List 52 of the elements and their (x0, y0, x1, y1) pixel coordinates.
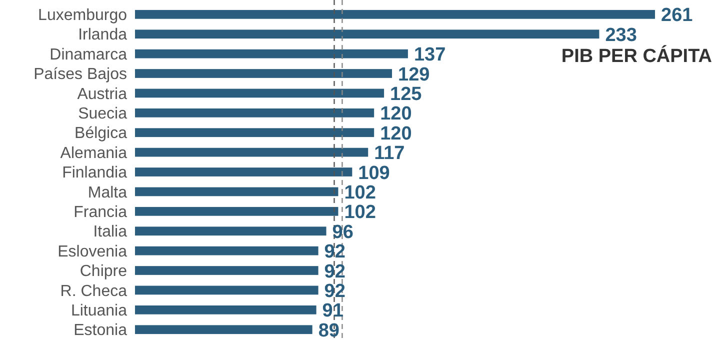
bar (135, 187, 338, 196)
bar (135, 286, 318, 295)
bar (135, 30, 600, 39)
y-tick-label: Bélgica (74, 125, 128, 142)
y-tick-label: Francia (74, 204, 128, 221)
bar (135, 266, 318, 275)
data-label: 92 (324, 261, 346, 282)
bar (135, 168, 352, 176)
y-tick-label: Estonia (74, 322, 128, 340)
y-tick-label: Eslovenia (58, 243, 128, 260)
data-label: 120 (380, 104, 412, 125)
data-label: 233 (605, 24, 637, 46)
data-label: 92 (324, 281, 346, 302)
y-tick-label: Luxemburgo (38, 7, 128, 24)
bar (135, 88, 384, 98)
y-tick-label: Chipre (80, 263, 128, 280)
text: PIB PER CÁPITA (561, 45, 712, 67)
y-tick-label: R. Checa (60, 282, 128, 300)
bar (135, 226, 326, 236)
data-label: 261 (661, 5, 694, 26)
data-label: 137 (414, 44, 446, 66)
data-label: 109 (358, 162, 390, 184)
y-tick-label: Alemania (60, 144, 128, 162)
data-label: 92 (324, 242, 346, 263)
bar (135, 10, 655, 19)
y-tick-label: Austria (77, 86, 128, 103)
bar (135, 69, 392, 78)
bar (135, 128, 374, 138)
y-tick-label: Lituania (70, 302, 128, 320)
data-label: 102 (344, 202, 376, 224)
bar (135, 206, 338, 216)
y-tick-label: Suecia (78, 106, 128, 122)
data-label: 89 (318, 320, 340, 340)
y-tick-label: Países Bajos (34, 66, 127, 84)
y-tick-label: Irlanda (78, 26, 128, 44)
data-label: 91 (322, 300, 344, 322)
data-label: 125 (390, 84, 422, 106)
bar (135, 148, 368, 157)
bar (135, 305, 316, 314)
data-label: 117 (374, 143, 405, 164)
bar (135, 49, 408, 58)
bar (135, 246, 318, 256)
bar (135, 325, 312, 334)
y-tick-label: Finlandia (62, 164, 128, 182)
y-tick-label: Malta (88, 184, 128, 202)
y-tick-label: Italia (93, 224, 128, 241)
data-label: 102 (344, 182, 376, 204)
bar (135, 108, 374, 118)
y-tick-label: Dinamarca (50, 46, 128, 64)
data-label: 129 (398, 64, 430, 86)
data-label: 120 (380, 123, 412, 144)
data-label: 96 (332, 222, 354, 243)
